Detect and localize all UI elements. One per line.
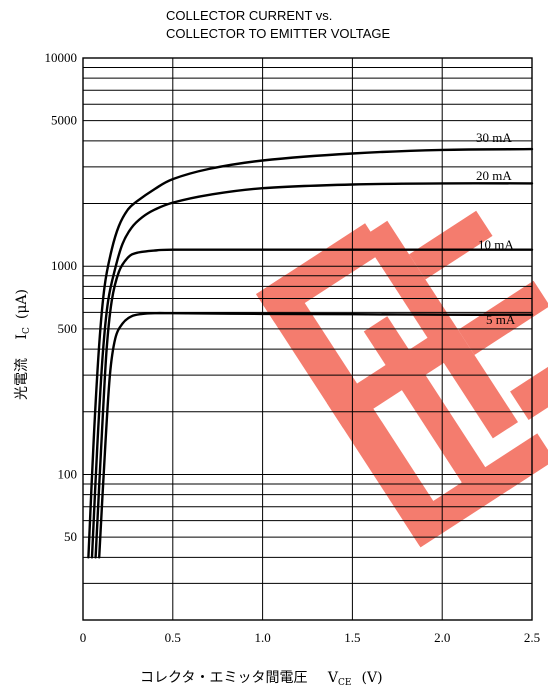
y-axis-label-symbol: I — [14, 334, 30, 340]
x-tick-label: 0 — [80, 630, 87, 645]
series-label-30ma: 30 mA — [476, 130, 512, 145]
y-tick-label: 100 — [58, 466, 78, 481]
x-axis-label-unit: (V) — [362, 670, 383, 686]
x-tick-label: 2.0 — [434, 630, 450, 645]
y-axis-label-sub: C — [22, 327, 32, 334]
watermark-stroke — [403, 433, 548, 548]
watermark-glyph — [256, 210, 548, 548]
x-axis-label-text: コレクタ・エミッタ間電圧 — [140, 670, 307, 686]
y-axis-label-unit: (μA) — [14, 289, 30, 319]
y-tick-labels: 10000 5000 1000 500 100 50 — [45, 50, 78, 544]
y-axis-label-text: 光電流 — [14, 358, 30, 400]
watermark-stamp — [256, 210, 548, 548]
y-tick-label: 10000 — [45, 50, 78, 65]
x-tick-label: 2.5 — [524, 630, 540, 645]
x-axis-label-symbol: V — [327, 670, 339, 686]
x-tick-label: 0.5 — [165, 630, 181, 645]
y-tick-label: 5000 — [51, 113, 77, 128]
x-axis-label: コレクタ・エミッタ間電圧 VCE (V) — [140, 670, 383, 688]
watermark-stroke — [326, 332, 453, 429]
series-label-20ma: 20 mA — [476, 168, 512, 183]
grid — [82, 57, 533, 621]
watermark-stroke — [409, 210, 493, 280]
y-tick-label: 1000 — [51, 258, 77, 273]
y-axis-label: 光電流 IC (μA) — [14, 289, 32, 400]
series-curves — [87, 147, 534, 559]
y-tick-label: 500 — [58, 321, 78, 336]
series-curve-1 — [90, 182, 534, 559]
x-tick-labels: 0 0.5 1.0 1.5 2.0 2.5 — [80, 630, 540, 645]
x-tick-label: 1.0 — [254, 630, 270, 645]
x-axis-label-sub: CE — [338, 678, 351, 688]
watermark-stroke — [458, 280, 548, 355]
x-tick-label: 1.5 — [344, 630, 360, 645]
watermark-stroke — [362, 220, 519, 439]
watermark-stroke — [363, 316, 497, 500]
y-tick-label: 50 — [64, 529, 77, 544]
series-curve-0 — [87, 147, 534, 559]
series-label-5ma: 5 mA — [486, 312, 516, 327]
chart-title-line2: COLLECTOR TO EMITTER VOLTAGE — [166, 26, 391, 41]
chart-title-line1: COLLECTOR CURRENT vs. — [166, 8, 332, 23]
series-curve-2 — [94, 248, 534, 559]
series-curve-3 — [98, 311, 534, 559]
watermark-stroke — [510, 342, 548, 420]
watermark-stroke — [256, 223, 384, 323]
series-label-10ma: 10 mA — [478, 237, 514, 252]
